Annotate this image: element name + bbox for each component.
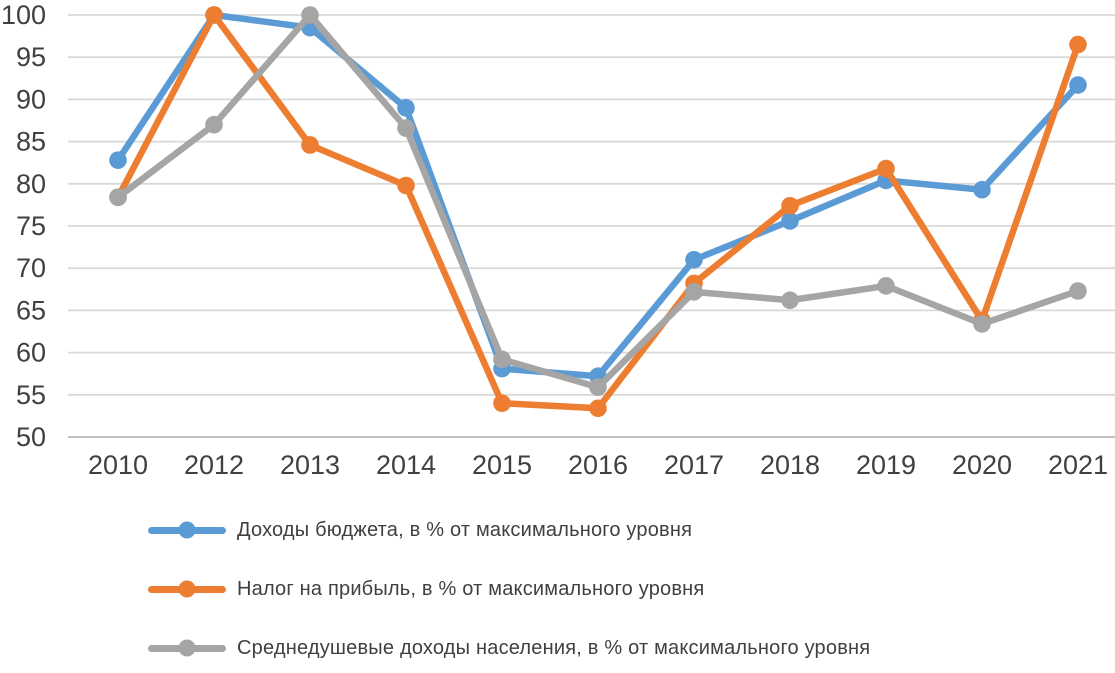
legend-dot-icon — [178, 639, 196, 657]
data-point — [589, 399, 607, 418]
y-tick-label: 75 — [16, 211, 46, 241]
data-point — [205, 115, 223, 134]
line-chart-plot: 50 55 60 65 70 75 80 85 90 95 100 2010 2012 2013 2014 2… — [1, 0, 1115, 480]
x-tick-label: 2019 — [856, 450, 916, 480]
data-point — [397, 176, 415, 195]
x-tick-label: 2014 — [376, 450, 436, 480]
y-tick-label: 80 — [16, 169, 46, 199]
y-tick-label: 60 — [16, 338, 46, 368]
legend-marker-line-dot-icon — [148, 639, 226, 657]
x-tick-label: 2015 — [472, 450, 532, 480]
legend-label-profit-tax: Налог на прибыль, в % от максимального у… — [237, 577, 705, 600]
legend-item-per-capita-income: Среднедушевые доходы населения, в % от м… — [148, 634, 1115, 662]
data-point — [1069, 282, 1087, 300]
y-tick-label: 50 — [16, 422, 46, 452]
data-point — [301, 6, 319, 24]
x-tick-label: 2018 — [760, 450, 820, 480]
series-line — [114, 11, 1082, 391]
legend-item-profit-tax: Налог на прибыль, в % от максимального у… — [148, 575, 1115, 603]
legend-item-budget-revenues: Доходы бюджета, в % от максимального уро… — [148, 516, 1115, 544]
chart-legend: Доходы бюджета, в % от максимального уро… — [0, 516, 1115, 662]
x-tick-label: 2021 — [1048, 450, 1108, 480]
data-point — [781, 196, 799, 215]
y-tick-label: 95 — [16, 42, 46, 72]
data-point — [973, 180, 991, 199]
y-tick-label: 65 — [16, 295, 46, 325]
data-point — [877, 277, 895, 295]
data-point — [493, 350, 511, 369]
data-point — [301, 136, 319, 154]
y-tick-label: 85 — [16, 127, 46, 157]
data-point — [1069, 76, 1087, 94]
data-point — [781, 212, 799, 230]
data-point — [1069, 35, 1087, 54]
legend-label-per-capita-income: Среднедушевые доходы населения, в % от м… — [237, 636, 871, 659]
data-point — [781, 291, 799, 310]
x-tick-label: 2013 — [280, 450, 340, 480]
data-point — [685, 250, 703, 269]
legend-dot-icon — [178, 521, 196, 539]
y-tick-label: 90 — [16, 84, 46, 114]
data-point — [109, 188, 127, 207]
legend-marker-line-dot-icon — [148, 580, 226, 598]
legend-label-budget-revenues: Доходы бюджета, в % от максимального уро… — [237, 518, 693, 541]
data-point — [397, 99, 415, 117]
x-tick-label: 2016 — [568, 450, 628, 480]
y-tick-label: 100 — [1, 0, 46, 30]
x-tick-label: 2017 — [664, 450, 724, 480]
data-point — [973, 315, 991, 333]
legend-marker-line-dot-icon — [148, 521, 226, 539]
data-point — [877, 159, 895, 178]
y-tick-label: 55 — [16, 380, 46, 410]
x-tick-label: 2010 — [88, 450, 148, 480]
data-point — [589, 378, 607, 397]
data-point — [205, 6, 223, 24]
legend-dot-icon — [178, 580, 196, 598]
data-point — [397, 119, 415, 137]
x-tick-label: 2020 — [952, 450, 1012, 480]
data-point — [493, 394, 511, 413]
x-tick-label: 2012 — [184, 450, 244, 480]
data-point — [685, 283, 703, 301]
y-tick-label: 70 — [16, 253, 46, 283]
data-point — [109, 151, 127, 169]
